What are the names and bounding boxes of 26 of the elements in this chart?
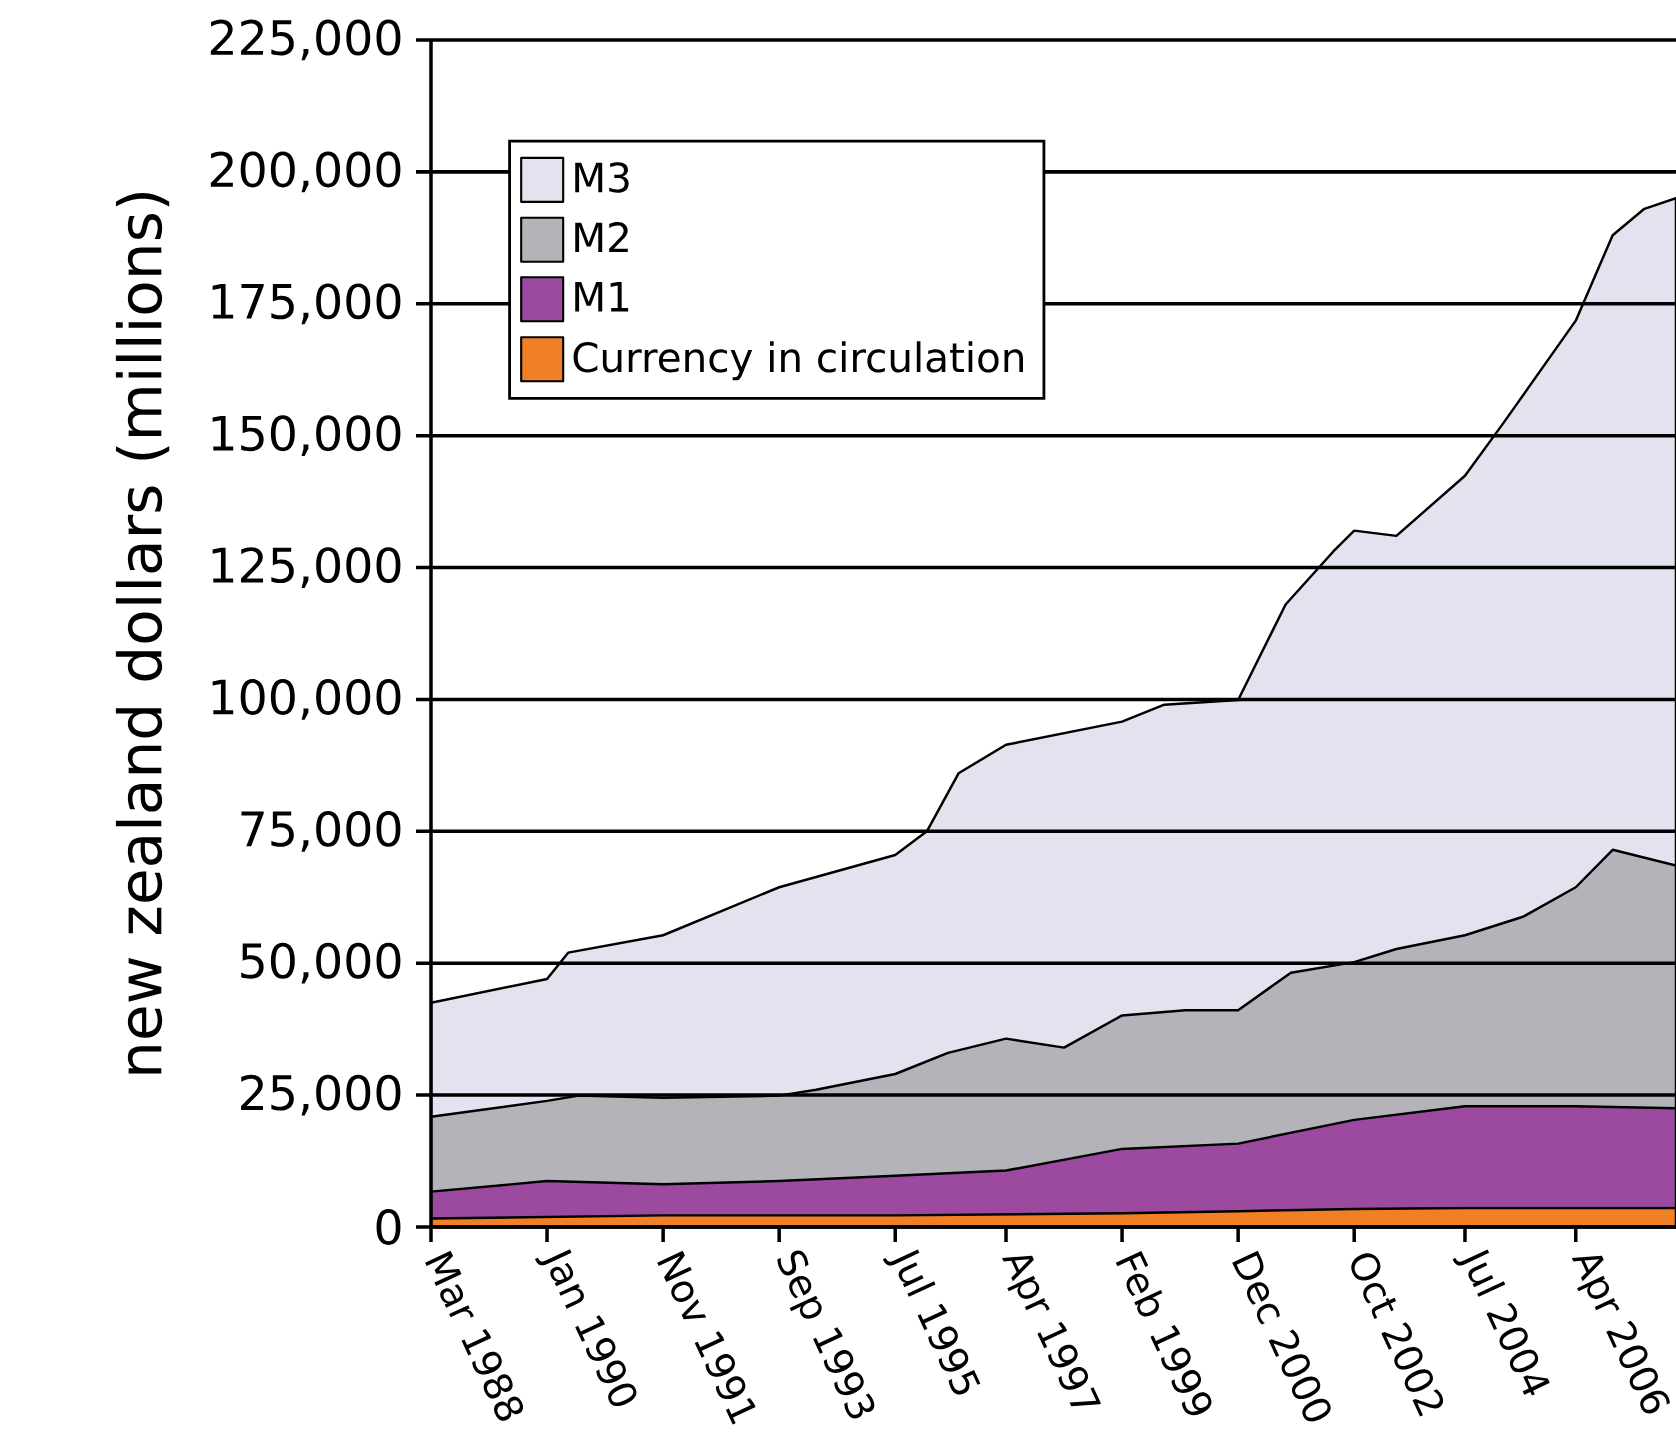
x-tick-label: Oct 2002 — [1351, 1253, 1444, 1417]
x-tick-label: Sep 1993 — [777, 1250, 875, 1419]
y-tick-label: 150,000 — [212, 415, 401, 457]
legend-label: Currency in circulation — [573, 341, 1023, 381]
x-tick-label: Apr 2006 — [1571, 1255, 1670, 1414]
y-axis-title: new zealand dollars (millions) — [115, 193, 170, 1074]
y-tick-label: 225,000 — [210, 19, 401, 61]
x-tick-label: Jul 1995 — [882, 1249, 981, 1395]
legend-label: M3 — [575, 162, 629, 193]
x-tick-label: Jan 1990 — [534, 1249, 637, 1407]
legend-label: M2 — [575, 222, 628, 253]
x-tick-label: Nov 1991 — [657, 1250, 756, 1425]
x-tick-label: Jul 2004 — [1452, 1249, 1550, 1396]
legend-label: M1 — [575, 281, 629, 312]
y-tick-label: 100,000 — [212, 679, 401, 720]
y-tick-label: 25,000 — [241, 1074, 401, 1116]
x-tick-label: Dec 2000 — [1232, 1250, 1331, 1422]
x-tick-label: Mar 1988 — [425, 1250, 524, 1421]
y-tick-label: 200,000 — [210, 151, 401, 193]
x-tick-label: Feb 1999 — [1115, 1250, 1212, 1416]
y-tick-label: 75,000 — [241, 810, 401, 852]
y-tick-label: 0 — [376, 1209, 401, 1245]
y-tick-label: 50,000 — [241, 942, 401, 984]
y-tick-label: 125,000 — [212, 547, 401, 588]
x-tick-label: Apr 1997 — [1002, 1255, 1102, 1407]
y-tick-label: 175,000 — [212, 283, 401, 325]
